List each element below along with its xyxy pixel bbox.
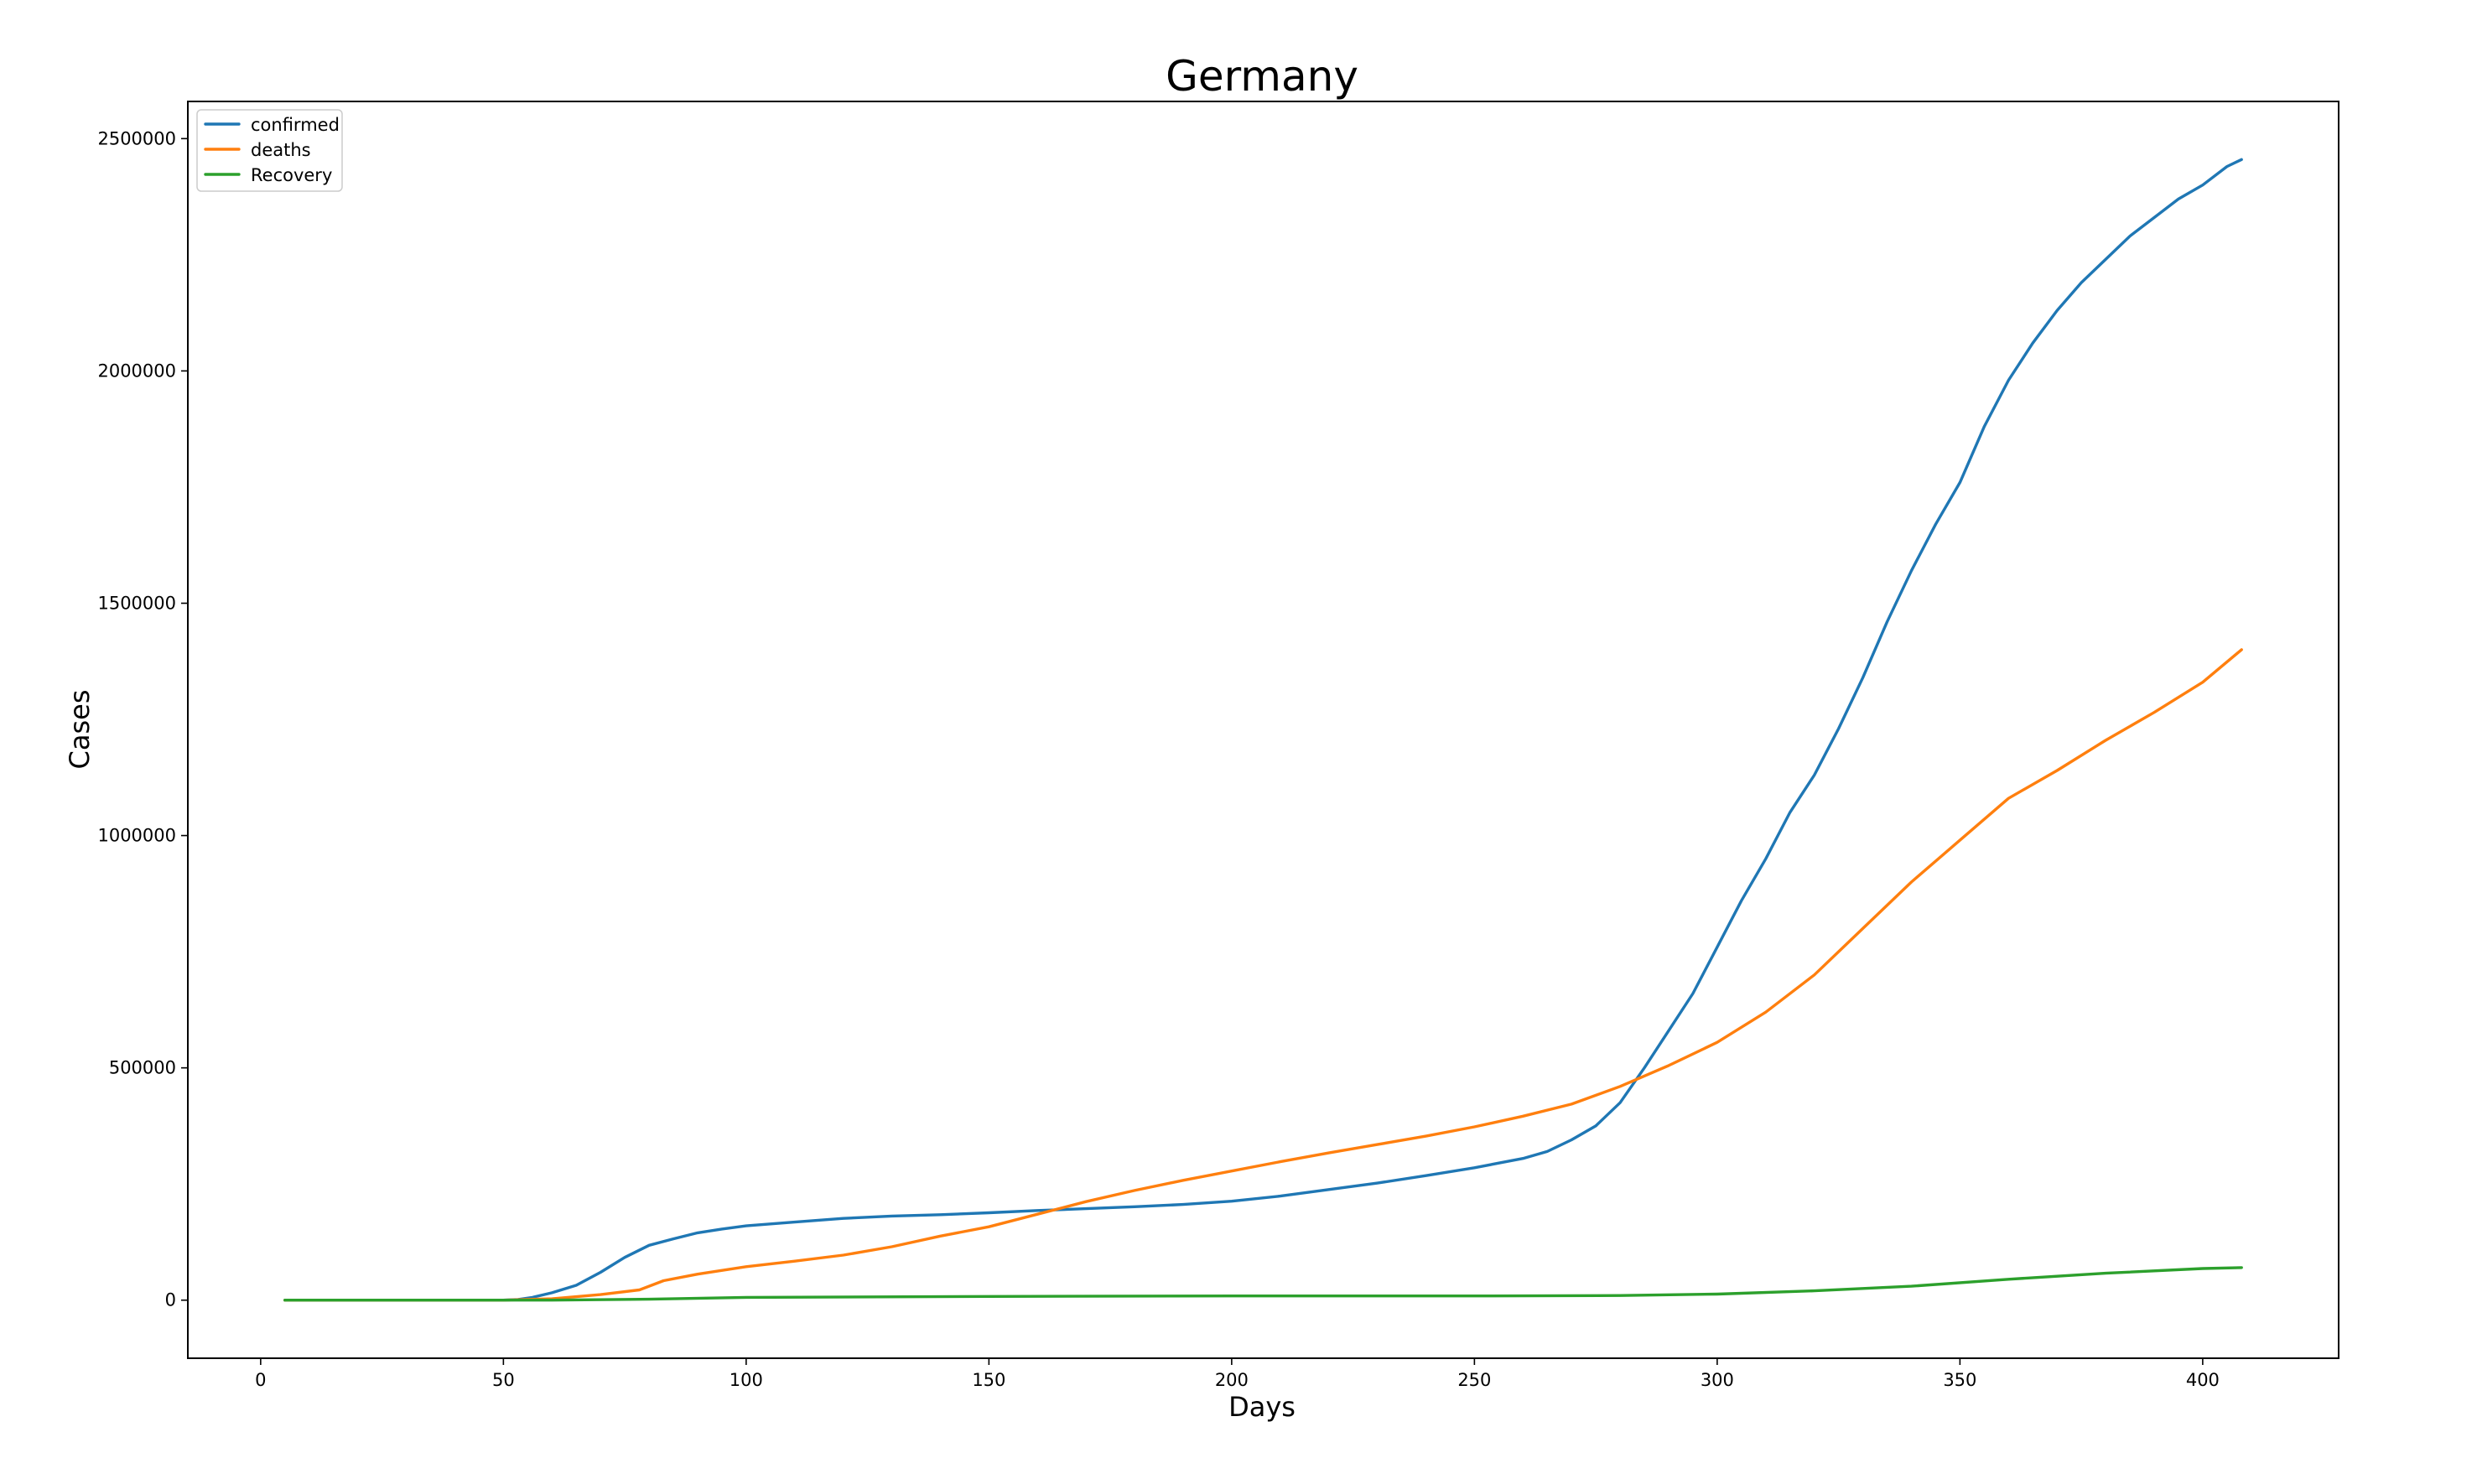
x-tick-label: 350 [1943,1370,1976,1390]
series-line-recovery [283,1266,2243,1302]
x-tick-label: 0 [255,1370,266,1390]
x-tick-label: 100 [730,1370,763,1390]
x-tick-label: 200 [1215,1370,1249,1390]
chart-title: Germany [1166,52,1358,101]
y-axis: 0 500000 1000000 1500000 2000000 2500000 [97,128,188,1310]
y-tick-label: 2500000 [97,128,176,148]
y-tick-label: 1000000 [97,826,176,846]
plot-frame [187,101,2339,1359]
x-axis-label: Days [1228,1391,1296,1423]
legend: confirmed deaths Recovery [196,109,343,192]
x-tick-label: 150 [972,1370,1005,1390]
legend-label-recovery: Recovery [251,165,332,185]
series-line-confirmed [283,158,2243,1302]
x-tick-label: 300 [1701,1370,1734,1390]
legend-frame [196,109,343,192]
y-tick-label: 500000 [109,1058,176,1078]
y-tick-label: 1500000 [97,593,176,613]
x-tick-label: 250 [1457,1370,1491,1390]
legend-label-confirmed: confirmed [251,115,340,135]
x-axis: 0 50 100 150 200 250 300 350 400 [255,1358,2220,1390]
x-tick-label: 400 [2186,1370,2220,1390]
y-axis-label: Cases [64,690,96,770]
series-line-deaths [283,648,2243,1302]
legend-label-deaths: deaths [251,140,311,160]
plot-series [283,158,2243,1302]
y-tick-label: 2000000 [97,361,176,381]
x-tick-label: 50 [492,1370,515,1390]
y-tick-label: 0 [165,1290,176,1310]
